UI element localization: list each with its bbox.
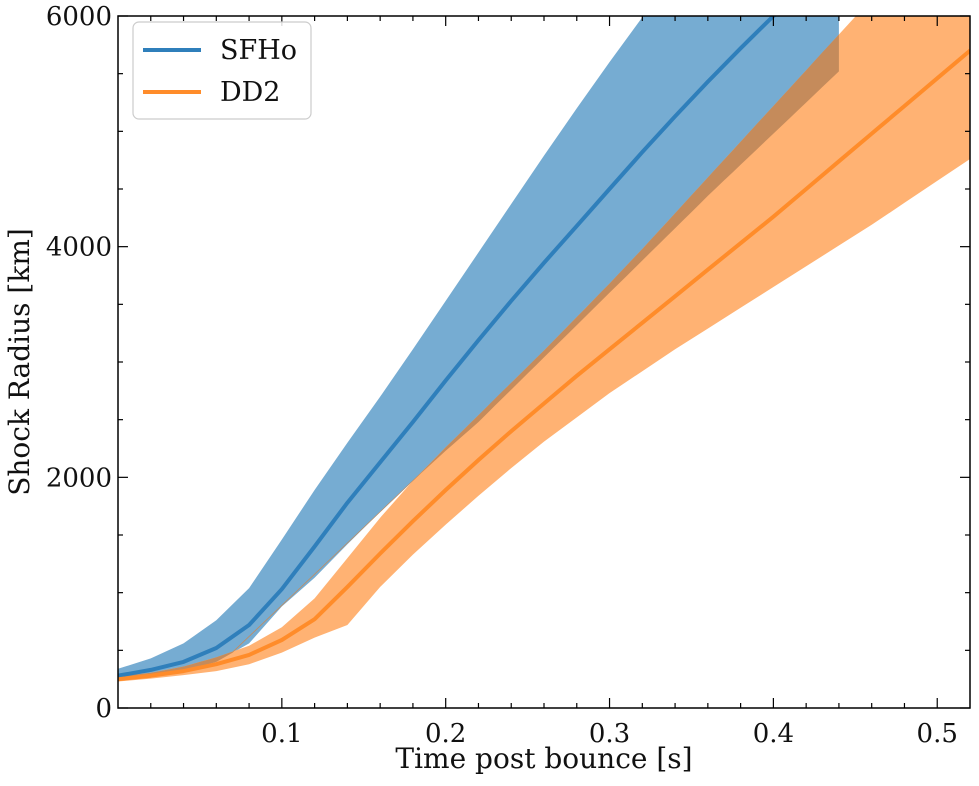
band-sfho: [118, 16, 839, 680]
x-tick-label: 0.4: [753, 719, 794, 749]
axis-tick-labels: 0.1 0.2 0.3 0.4 0.5 0 2000 4000 6000: [46, 2, 958, 749]
y-tick-label: 0: [95, 694, 112, 724]
legend-label-dd2: DD2: [220, 77, 280, 108]
x-tick-label: 0.1: [261, 719, 302, 749]
median-line-sfho: [118, 16, 777, 678]
x-tick-label: 0.3: [589, 719, 630, 749]
y-tick-label: 4000: [46, 233, 112, 263]
median-lines: [118, 16, 970, 682]
legend-box: [132, 21, 312, 120]
y-axis-label: Shock Radius [km]: [3, 228, 36, 496]
y-tick-label: 2000: [46, 463, 112, 493]
legend: SFHo DD2: [132, 21, 312, 120]
uncertainty-bands: [118, 16, 970, 682]
median-line-dd2: [118, 48, 970, 682]
band-dd2: [118, 16, 970, 682]
y-tick-label: 6000: [46, 2, 112, 32]
axis-ticks: [118, 15, 970, 709]
x-tick-label: 0.5: [917, 719, 958, 749]
x-axis-label: Time post bounce [s]: [395, 742, 692, 775]
legend-label-sfho: SFHo: [220, 35, 297, 66]
x-tick-label: 0.2: [425, 719, 466, 749]
